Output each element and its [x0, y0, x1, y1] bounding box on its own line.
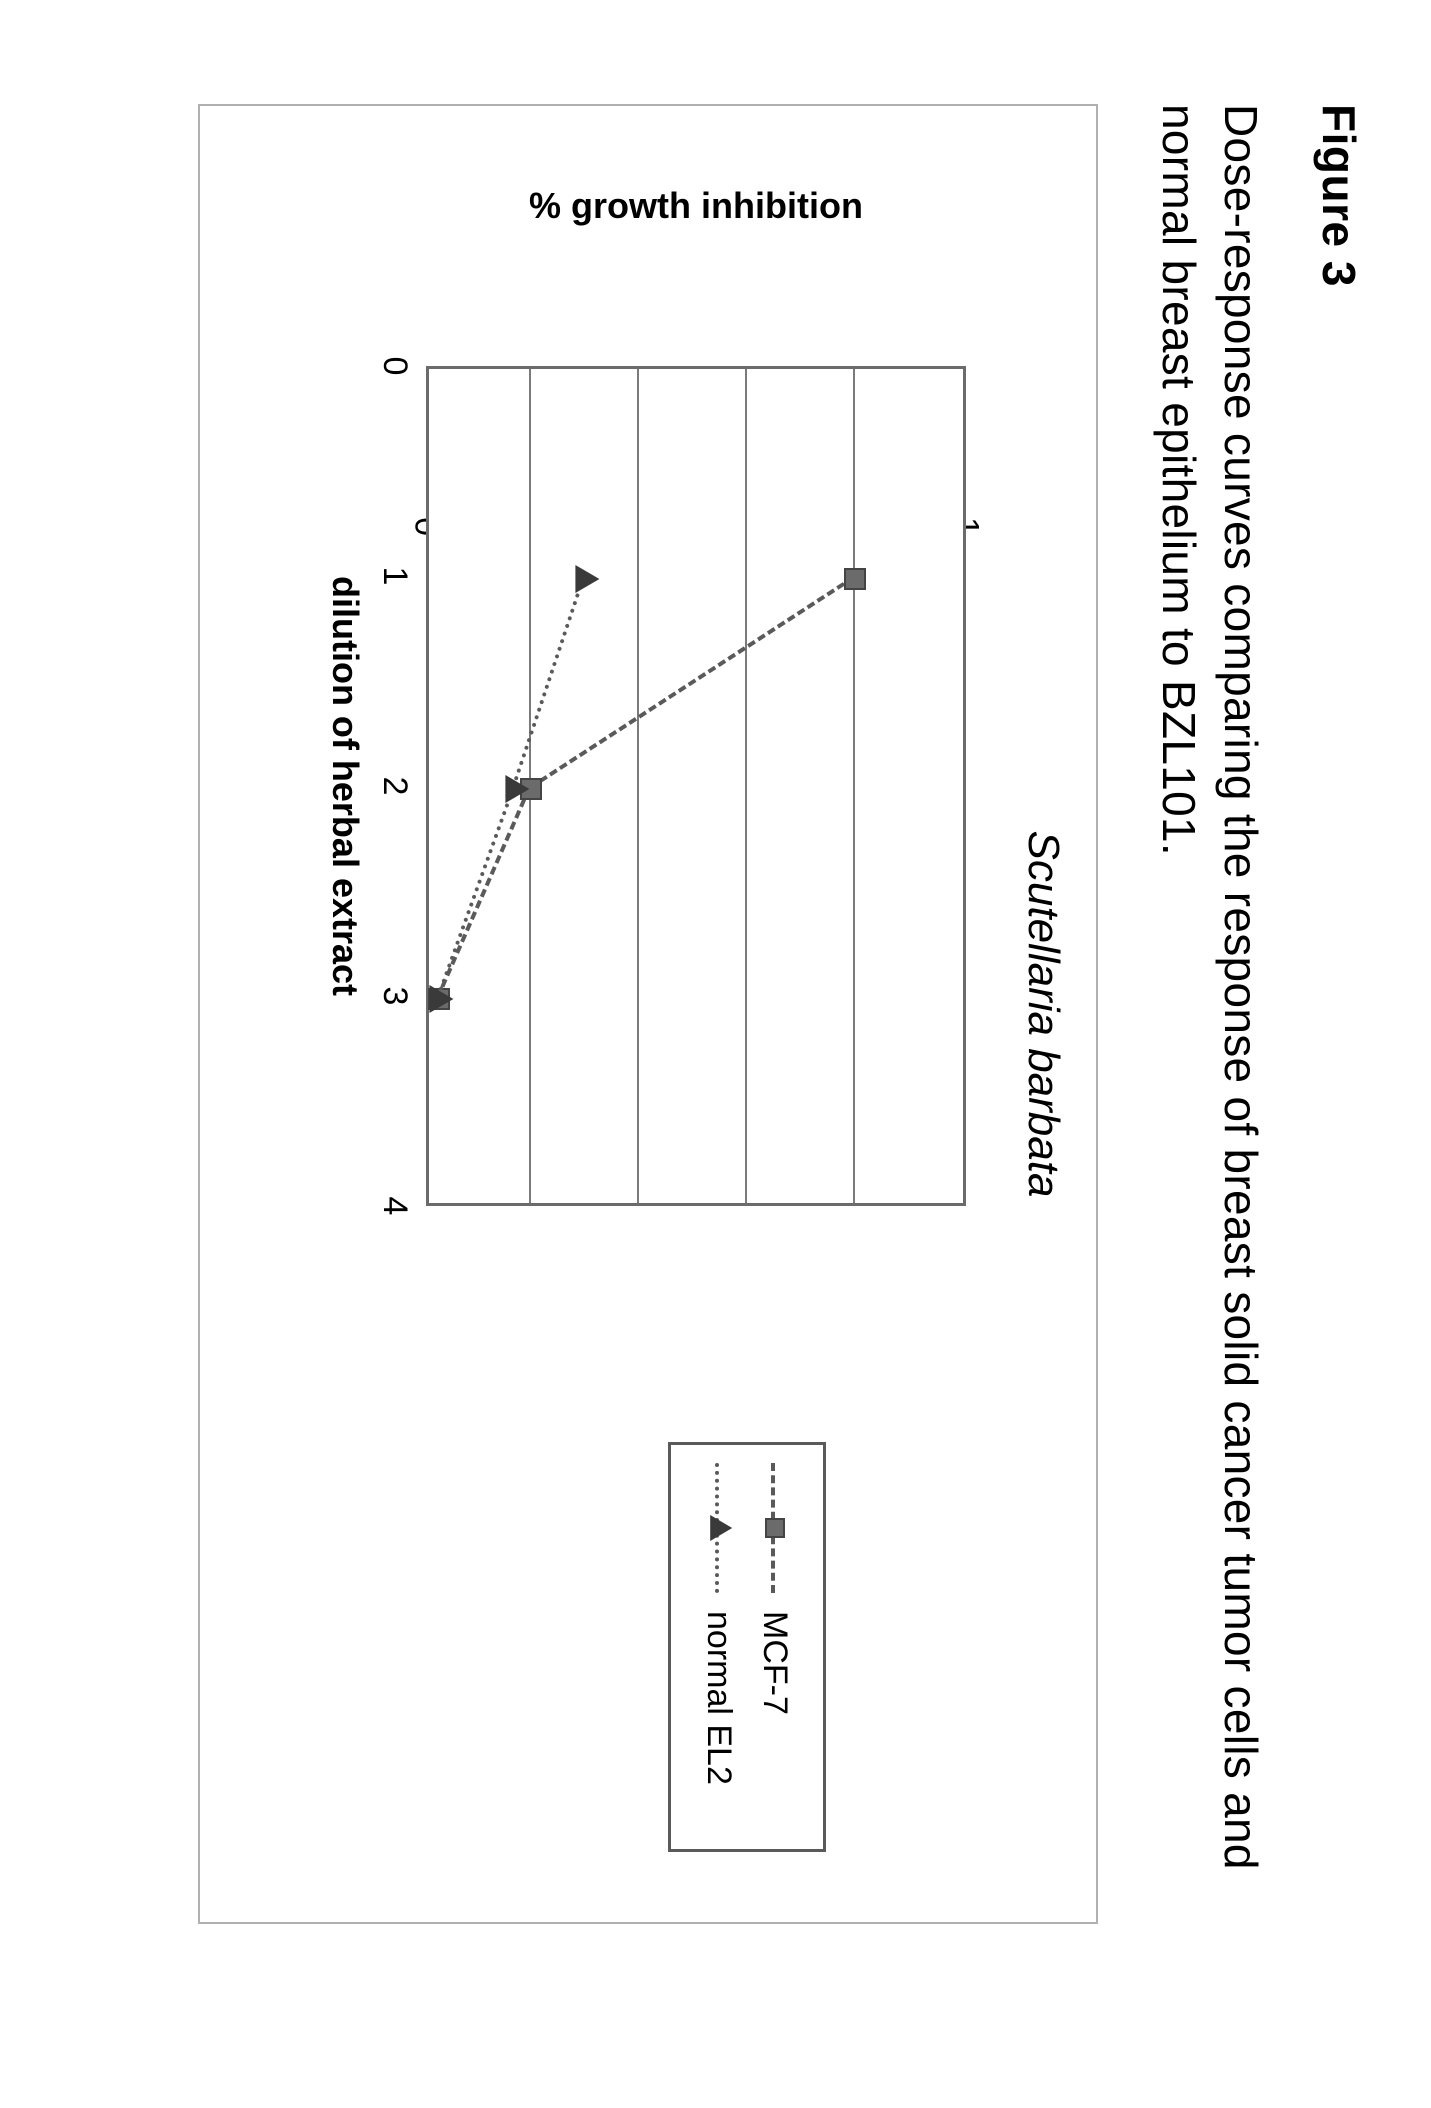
- gridline: [744, 369, 746, 1203]
- x-axis-label: dilution of herbal extract: [323, 576, 365, 996]
- x-tick-label: 1: [374, 567, 413, 586]
- chart-frame: Scutellaria barbata % growth inhibition …: [197, 104, 1097, 1924]
- legend-label: normal EL2: [699, 1611, 738, 1785]
- marker-el2: [575, 565, 599, 593]
- legend-swatch-el2: [698, 1463, 738, 1593]
- x-tick-label: 3: [374, 987, 413, 1006]
- plot-area-wrap: % growth inhibition 0 0.2 0.4 0.6 0.8 1: [325, 216, 965, 1236]
- series-line-el2: [435, 788, 514, 999]
- figure-label: Figure 3: [1312, 104, 1366, 2004]
- marker-el2: [505, 775, 529, 803]
- marker-mcf7: [843, 568, 865, 590]
- gridline: [636, 369, 638, 1203]
- legend-item: MCF-7: [746, 1463, 802, 1831]
- x-tick-label: 4: [374, 1197, 413, 1216]
- x-tick-label: 0: [374, 357, 413, 376]
- plot-area: [425, 366, 965, 1206]
- legend-label: MCF-7: [755, 1611, 794, 1715]
- legend-marker-square-icon: [764, 1518, 784, 1538]
- x-tick-label: 2: [374, 777, 413, 796]
- gridline: [852, 369, 854, 1203]
- legend-swatch-mcf7: [754, 1463, 794, 1593]
- series-line-mcf7: [528, 576, 854, 790]
- legend-item: normal EL2: [690, 1463, 746, 1831]
- chart-title: Scutellaria barbata: [1017, 106, 1067, 1922]
- figure-caption: Dose-response curves comparing the respo…: [1147, 104, 1271, 2004]
- y-axis-label: % growth inhibition: [528, 185, 862, 227]
- legend: MCF-7 normal EL2: [667, 1442, 825, 1852]
- legend-marker-triangle-icon: [710, 1515, 732, 1541]
- marker-el2: [429, 985, 453, 1013]
